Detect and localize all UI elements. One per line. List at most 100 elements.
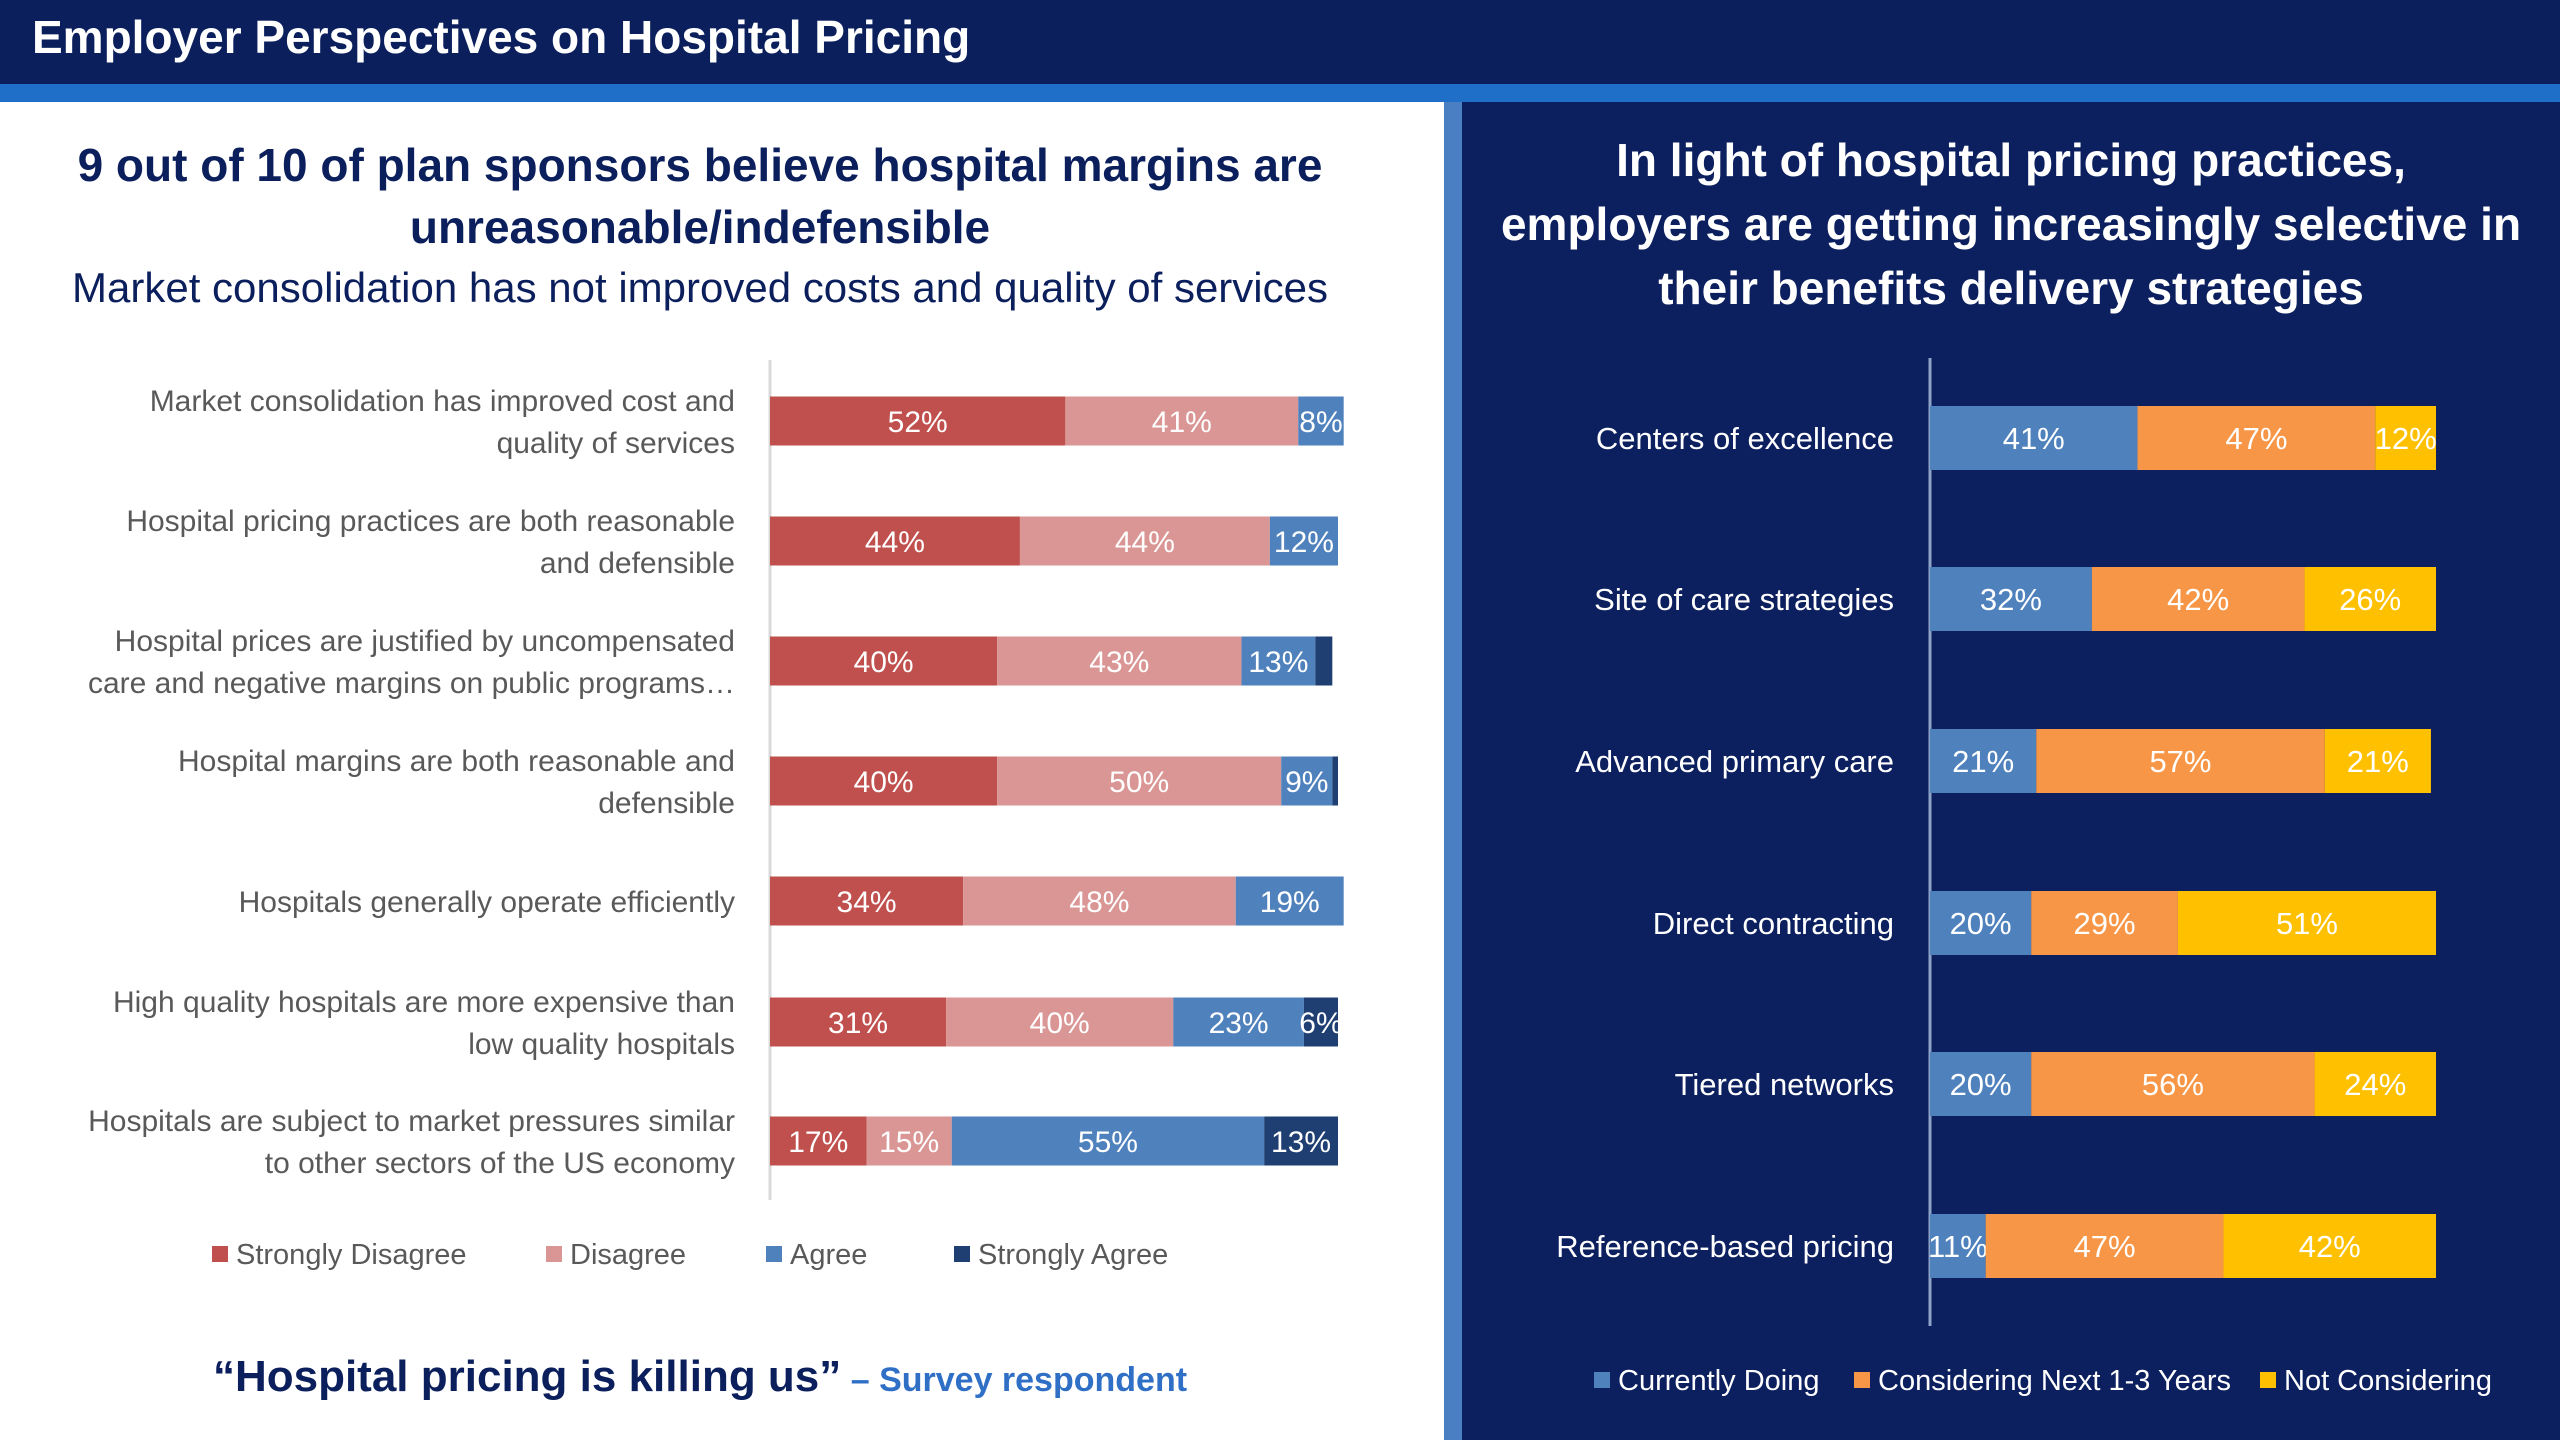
data-label: 51%	[2276, 906, 2338, 941]
data-label: 13%	[1271, 1126, 1331, 1159]
page-title: Employer Perspectives on Hospital Pricin…	[32, 11, 971, 63]
bar-segment	[770, 636, 998, 686]
bar-segment	[2223, 1214, 2436, 1278]
bar-segment	[2177, 891, 2436, 955]
legend-swatch	[2260, 1372, 2276, 1388]
legend-label: Currently Doing	[1618, 1365, 1819, 1397]
data-label: 50%	[1109, 766, 1169, 799]
legend-label: Strongly Disagree	[236, 1239, 467, 1271]
data-label: 32%	[1980, 582, 2042, 617]
legend-label: Not Considering	[2284, 1365, 2492, 1397]
bar-segment	[2137, 406, 2376, 470]
data-label: 43%	[1089, 646, 1149, 679]
bar-segment	[2304, 567, 2436, 631]
legend-swatch	[212, 1246, 228, 1262]
data-label: 8%	[1299, 406, 1342, 439]
bar-segment	[1264, 1116, 1338, 1166]
category-label: High quality hospitals are more expensiv…	[113, 986, 735, 1019]
data-label: 13%	[1248, 646, 1308, 679]
data-label: 40%	[1030, 1007, 1090, 1040]
category-label: defensible	[598, 787, 735, 820]
data-label: 12%	[2375, 421, 2437, 456]
bar-segment	[770, 1116, 867, 1166]
bar-segment	[2375, 406, 2436, 470]
data-label: 56%	[2142, 1067, 2204, 1102]
data-label: 34%	[837, 886, 897, 919]
bar-segment	[1019, 516, 1270, 566]
bar-segment	[1241, 636, 1316, 686]
bar-segment	[770, 396, 1066, 446]
bar-segment	[2036, 729, 2325, 793]
bar-segment	[2031, 891, 2178, 955]
data-label: 44%	[865, 526, 925, 559]
right-title-line3: their benefits delivery strategies	[1658, 262, 2364, 314]
data-label: 29%	[2074, 906, 2136, 941]
bar-segment	[1303, 997, 1338, 1047]
category-label: to other sectors of the US economy	[265, 1147, 735, 1180]
data-label: 31%	[828, 1007, 888, 1040]
data-label: 47%	[2074, 1229, 2136, 1264]
data-label: 48%	[1069, 886, 1129, 919]
category-label: Market consolidation has improved cost a…	[150, 385, 735, 418]
category-label: Hospitals are subject to market pressure…	[88, 1105, 735, 1138]
bar-segment	[2091, 567, 2305, 631]
quote: “Hospital pricing is killing us” – Surve…	[0, 1352, 1400, 1402]
bar-segment	[1269, 516, 1338, 566]
bar-segment	[1235, 876, 1344, 926]
category-label: Centers of excellence	[1596, 421, 1894, 456]
bar-segment	[866, 1116, 952, 1166]
bar-segment	[2314, 1052, 2436, 1116]
bar-segment	[1173, 997, 1304, 1047]
legend-swatch	[1854, 1372, 1870, 1388]
data-label: 23%	[1209, 1007, 1269, 1040]
left-title-line2: unreasonable/indefensible	[409, 201, 991, 253]
category-label: Reference-based pricing	[1556, 1229, 1894, 1264]
bar-segment	[997, 756, 1282, 806]
bar-segment	[1930, 1052, 2032, 1116]
data-label: 19%	[1260, 886, 1320, 919]
header-stripe	[0, 84, 2560, 102]
legend-label: Strongly Agree	[978, 1239, 1168, 1271]
category-label: Advanced primary care	[1575, 744, 1894, 779]
data-label: 40%	[854, 646, 914, 679]
data-label: 6%	[1299, 1007, 1342, 1040]
bar-segment	[770, 997, 947, 1047]
bar-segment	[1930, 729, 2037, 793]
data-label: 15%	[879, 1126, 939, 1159]
bar-segment	[1298, 396, 1344, 446]
category-label: low quality hospitals	[468, 1028, 735, 1061]
left-title-line1: 9 out of 10 of plan sponsors believe hos…	[77, 139, 1323, 191]
bar-segment	[963, 876, 1236, 926]
panel-divider	[1444, 102, 1462, 1440]
legend-label: Considering Next 1-3 Years	[1878, 1365, 2231, 1397]
bar-segment	[1930, 1214, 1986, 1278]
legend-swatch	[766, 1246, 782, 1262]
category-label: Site of care strategies	[1594, 582, 1894, 617]
data-label: 47%	[2225, 421, 2287, 456]
bar-segment	[1065, 396, 1299, 446]
legend-swatch	[954, 1246, 970, 1262]
data-label: 55%	[1078, 1126, 1138, 1159]
data-label: 9%	[1285, 766, 1328, 799]
bar-segment	[1930, 406, 2138, 470]
data-label: 44%	[1115, 526, 1175, 559]
data-label: 17%	[788, 1126, 848, 1159]
category-label: quality of services	[497, 427, 735, 460]
data-label: 21%	[2347, 744, 2409, 779]
bar-segment	[770, 756, 998, 806]
legend-swatch	[1594, 1372, 1610, 1388]
bar-segment	[997, 636, 1242, 686]
data-label: 26%	[2339, 582, 2401, 617]
header-bar: Employer Perspectives on Hospital Pricin…	[0, 0, 2560, 84]
data-label: 11%	[1928, 1229, 1988, 1264]
quote-source: – Survey respondent	[841, 1361, 1188, 1399]
data-label: 40%	[854, 766, 914, 799]
bar-segment	[1930, 891, 2032, 955]
quote-text: “Hospital pricing is killing us”	[212, 1352, 842, 1401]
bar-segment	[946, 997, 1174, 1047]
data-label: 12%	[1274, 526, 1334, 559]
bar-segment	[1332, 756, 1338, 806]
data-label: 52%	[888, 406, 948, 439]
right-title-line2: employers are getting increasingly selec…	[1500, 198, 2522, 250]
